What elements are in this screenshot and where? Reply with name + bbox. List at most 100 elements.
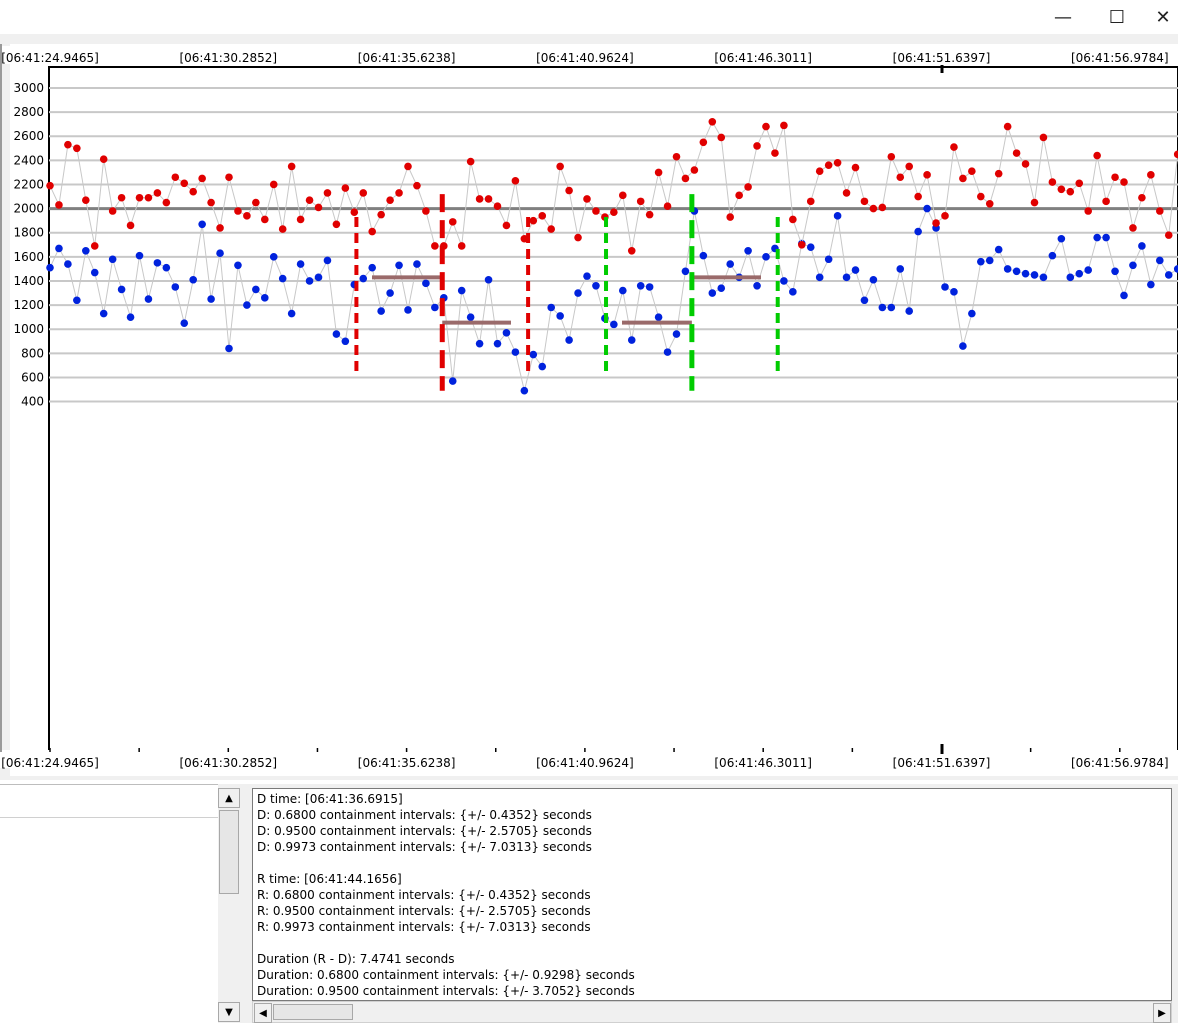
lower-series-point bbox=[207, 295, 215, 303]
upper-series-point bbox=[126, 221, 135, 230]
lower-series-point bbox=[252, 285, 260, 294]
lower-series-point bbox=[905, 307, 913, 315]
vertical-scrollbar[interactable]: ▲ ▼ bbox=[218, 786, 240, 1023]
upper-series-point bbox=[914, 192, 922, 201]
lower-series-point bbox=[153, 259, 162, 267]
lower-series-point bbox=[636, 281, 645, 290]
upper-series-point bbox=[1048, 178, 1057, 186]
lower-series-point bbox=[1012, 267, 1021, 276]
results-text-box[interactable]: D time: [06:41:36.6915] D: 0.6800 contain… bbox=[252, 788, 1172, 1001]
lower-series-point bbox=[914, 227, 922, 236]
lower-series-point bbox=[1030, 271, 1039, 279]
lower-series-point bbox=[493, 339, 502, 348]
upper-series-point bbox=[860, 197, 869, 206]
side-list[interactable] bbox=[0, 784, 218, 1024]
upper-series-point bbox=[574, 233, 582, 242]
horizontal-scroll-thumb[interactable] bbox=[273, 1004, 353, 1020]
lower-series-point bbox=[305, 277, 314, 285]
upper-series-point bbox=[386, 196, 394, 204]
lower-series-point bbox=[466, 313, 475, 321]
result-line: D: 0.6800 containment intervals: {+/- 0.… bbox=[257, 808, 592, 822]
lower-series-point bbox=[296, 260, 305, 268]
upper-series-point bbox=[64, 140, 72, 149]
upper-series-point bbox=[73, 144, 81, 153]
text-vertical-scrollbar[interactable] bbox=[1172, 788, 1178, 1001]
upper-series-point bbox=[225, 173, 233, 182]
horizontal-scrollbar[interactable]: ◀ ▶ bbox=[252, 1001, 1172, 1023]
upper-series-point bbox=[744, 183, 752, 191]
lower-series-point bbox=[654, 313, 663, 321]
time-tick-label: [06:41:24.9465] bbox=[1, 51, 99, 65]
lower-series-point bbox=[216, 249, 224, 258]
y-tick-label: 2600 bbox=[13, 129, 44, 143]
upper-series-point bbox=[359, 189, 368, 197]
scroll-down-arrow-icon[interactable]: ▼ bbox=[218, 1002, 240, 1022]
upper-series-point bbox=[923, 171, 931, 179]
time-tick-label: [06:41:40.9624] bbox=[536, 51, 634, 65]
y-tick-label: 2200 bbox=[13, 177, 44, 191]
upper-series-point bbox=[82, 196, 90, 204]
upper-series-point bbox=[726, 213, 734, 221]
scroll-up-arrow-icon[interactable]: ▲ bbox=[218, 788, 240, 808]
lower-series-point bbox=[1156, 256, 1164, 265]
lower-series-point bbox=[1093, 233, 1101, 242]
upper-series-point bbox=[735, 191, 743, 200]
upper-series-point bbox=[592, 207, 600, 215]
upper-series-point bbox=[985, 199, 994, 208]
lower-series-point bbox=[672, 330, 681, 338]
upper-series-point bbox=[878, 203, 887, 212]
scroll-right-arrow-icon[interactable]: ▶ bbox=[1153, 1003, 1171, 1023]
upper-series-point bbox=[824, 161, 833, 169]
upper-series-point bbox=[950, 143, 958, 151]
result-line: Duration: 0.9500 containment intervals: … bbox=[257, 984, 635, 998]
upper-series-point bbox=[1120, 178, 1128, 186]
upper-series-point bbox=[314, 203, 323, 212]
upper-series-point bbox=[851, 163, 860, 172]
lower-series-point bbox=[422, 279, 430, 288]
upper-series-point bbox=[547, 225, 555, 233]
lower-series-point bbox=[627, 336, 636, 344]
upper-series-point bbox=[663, 202, 672, 210]
upper-series-point bbox=[1093, 151, 1101, 160]
result-line: Duration (R - D): 7.4741 seconds bbox=[257, 952, 455, 966]
upper-series-point bbox=[377, 210, 385, 219]
lower-series-point bbox=[645, 283, 654, 291]
close-button[interactable]: ✕ bbox=[1155, 6, 1171, 28]
lower-series-point bbox=[314, 273, 323, 282]
upper-series-point bbox=[610, 208, 618, 217]
lower-series-point bbox=[404, 306, 412, 314]
upper-series-point bbox=[905, 162, 913, 171]
minimize-button[interactable]: — bbox=[1054, 6, 1072, 28]
lower-series-point bbox=[1003, 265, 1012, 273]
upper-series-point bbox=[493, 202, 502, 210]
upper-series-point bbox=[475, 195, 484, 203]
time-tick-label: [06:41:35.6238] bbox=[358, 51, 456, 65]
scroll-left-arrow-icon[interactable]: ◀ bbox=[254, 1003, 272, 1023]
lower-series-point bbox=[1147, 280, 1155, 289]
upper-series-point bbox=[941, 212, 949, 220]
lower-series-point bbox=[941, 283, 949, 291]
upper-series-point bbox=[994, 169, 1003, 178]
lower-series-point bbox=[681, 267, 690, 276]
upper-series-point bbox=[404, 162, 412, 171]
upper-series-point bbox=[1039, 133, 1048, 142]
upper-series-point bbox=[636, 197, 645, 206]
lower-series-point bbox=[332, 330, 341, 338]
lower-series-point bbox=[162, 263, 171, 272]
upper-series-point bbox=[690, 166, 699, 174]
lower-series-point bbox=[475, 339, 484, 348]
y-tick-label: 2000 bbox=[13, 202, 44, 216]
vertical-scroll-thumb[interactable] bbox=[219, 810, 239, 894]
time-tick-label: [06:41:35.6238] bbox=[358, 756, 456, 770]
upper-series-point bbox=[842, 189, 851, 197]
maximize-button[interactable]: ☐ bbox=[1108, 6, 1126, 28]
y-tick-label: 2400 bbox=[13, 153, 44, 167]
lower-series-point bbox=[833, 212, 842, 220]
lower-series-point bbox=[90, 268, 99, 277]
upper-series-point bbox=[815, 167, 824, 176]
upper-series-point bbox=[457, 242, 466, 250]
upper-series-point bbox=[798, 240, 806, 249]
time-series-plot[interactable]: 3000 2800 2600 2400 2200 2000 1800 1600 1400 1200… bbox=[0, 0, 1178, 782]
side-list-header bbox=[0, 785, 218, 818]
time-tick-label: [06:41:30.2852] bbox=[179, 51, 277, 65]
